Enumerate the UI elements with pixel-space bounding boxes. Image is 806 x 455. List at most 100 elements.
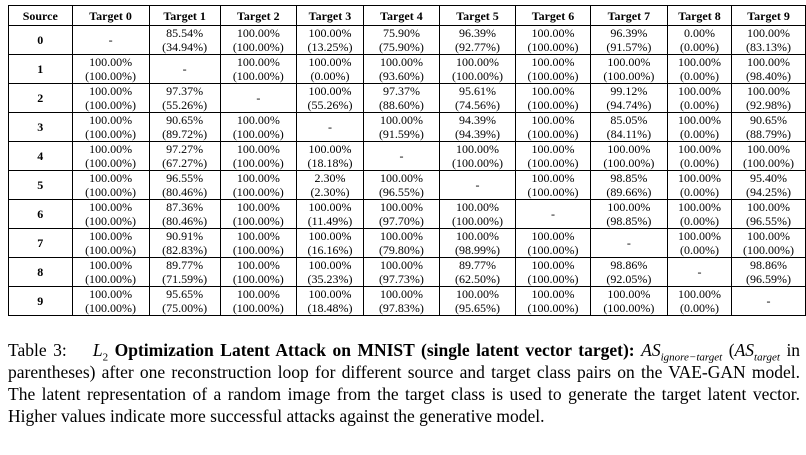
as-ignore-target-value: 100.00% (379, 258, 423, 272)
as-ignore-target-value: 100.00% (456, 287, 500, 301)
as-ignore-target-value: - (399, 149, 404, 163)
as-ignore-target-value: 100.00% (308, 200, 352, 214)
as-ignore-target-value: 100.00% (236, 287, 280, 301)
result-cell: 87.36% (80.46%) (148, 199, 221, 229)
result-cell: 100.00% (100.00%) (71, 228, 150, 258)
table-row: 7 100.00% (100.00%) 90.91% (82.83%) 100.00% (1… (8, 228, 806, 258)
as-target-value: (0.00%) (679, 301, 719, 315)
result-cell: 100.00% (100.00%) (731, 228, 806, 258)
as-target-value: (88.79%) (746, 127, 792, 141)
result-cell: 100.00% (92.98%) (731, 83, 806, 113)
header-target-3: Target 3 (295, 5, 364, 26)
as-target-value: (0.00%) (679, 69, 719, 83)
as-ignore-target-value: 100.00% (456, 142, 500, 156)
as-target-value: (0.00%) (310, 69, 350, 83)
result-cell: 100.00% (0.00%) (666, 286, 733, 316)
result-cell: 90.65% (89.72%) (148, 112, 221, 142)
caption-label: Table 3: (8, 340, 67, 360)
result-cell: 100.00% (98.99%) (438, 228, 517, 258)
as-target-value: (100.00%) (743, 243, 795, 257)
result-cell: 100.00% (100.00%) (731, 141, 806, 171)
as-target-value: (98.99%) (455, 243, 501, 257)
as-ignore-target-value: 96.39% (610, 26, 648, 40)
as-target-value: (100.00%) (527, 185, 579, 199)
result-cell: 100.00% (35.23%) (295, 257, 364, 287)
result-cell: 100.00% (100.00%) (219, 286, 297, 316)
as-ignore-target-value: - (256, 91, 261, 105)
result-cell: 100.00% (100.00%) (589, 286, 668, 316)
as-ignore-target-value: - (327, 120, 332, 134)
result-cell: 98.86% (92.05%) (589, 257, 668, 287)
as-target-value: (96.55%) (378, 185, 424, 199)
as-target-value: (100.00%) (232, 40, 284, 54)
as-target-value: (100.00%) (452, 69, 504, 83)
as-target-value: (100.00%) (85, 214, 137, 228)
as-ignore-target-value: 100.00% (379, 287, 423, 301)
as-target-value: (100.00%) (527, 40, 579, 54)
as-ignore-target-value: 0.00% (683, 26, 715, 40)
as-target-value: (98.40%) (746, 69, 792, 83)
result-cell: 97.37% (55.26%) (148, 83, 221, 113)
as-ignore-target-value: 100.00% (89, 229, 133, 243)
result-cell: 100.00% (95.65%) (438, 286, 517, 316)
as-target-value: (0.00%) (679, 127, 719, 141)
result-cell: 100.00% (100.00%) (219, 25, 297, 55)
as-ignore-target-value: - (766, 294, 771, 308)
result-cell: 100.00% (100.00%) (71, 83, 150, 113)
as-target-value: (100.00%) (85, 69, 137, 83)
result-cell: 100.00% (100.00%) (515, 54, 591, 84)
result-cell: 100.00% (100.00%) (219, 141, 297, 171)
as-target-value: (0.00%) (679, 98, 719, 112)
result-cell: 100.00% (0.00%) (666, 199, 733, 229)
as-target-value: (94.25%) (746, 185, 792, 199)
result-cell: 2.30% (2.30%) (295, 170, 364, 200)
as-target-value: (67.27%) (162, 156, 208, 170)
result-cell: 95.61% (74.56%) (438, 83, 517, 113)
as-target-value: (94.74%) (606, 98, 652, 112)
as-ignore-target-value: 100.00% (379, 171, 423, 185)
as-target-value: (100.00%) (527, 156, 579, 170)
source-cell: 1 (8, 54, 73, 84)
as-ignore-target-value: 94.39% (459, 113, 497, 127)
as-ignore-target-value: 100.00% (747, 229, 791, 243)
as-target-value: (100.00%) (232, 156, 284, 170)
header-target-6: Target 6 (515, 5, 591, 26)
result-cell: 100.00% (100.00%) (515, 83, 591, 113)
as-ignore-target-value: 100.00% (89, 287, 133, 301)
as-ignore-target-value: 98.86% (750, 258, 788, 272)
as-target-value: (35.23%) (307, 272, 353, 286)
table-row: 3 100.00% (100.00%) 90.65% (89.72%) 100.00% (1… (8, 112, 806, 142)
result-cell: 100.00% (100.00%) (438, 141, 517, 171)
as-ignore-target-value: 97.37% (382, 84, 420, 98)
result-cell: 100.00% (11.49%) (295, 199, 364, 229)
result-cell: 100.00% (100.00%) (515, 112, 591, 142)
as-ignore-target-value: 100.00% (379, 55, 423, 69)
result-cell: 100.00% (96.55%) (731, 199, 806, 229)
as-target-value: (100.00%) (527, 98, 579, 112)
result-cell: 75.90% (75.90%) (362, 25, 440, 55)
result-cell: - (515, 199, 591, 229)
header-source: Source (8, 5, 73, 26)
as-ignore-target-value: 100.00% (379, 200, 423, 214)
as-target-value: (100.00%) (527, 127, 579, 141)
result-cell: 85.05% (84.11%) (589, 112, 668, 142)
as-target-value: (100.00%) (527, 243, 579, 257)
result-cell: 100.00% (83.13%) (731, 25, 806, 55)
as-target-value: (0.00%) (679, 156, 719, 170)
as-ignore-target-value: 100.00% (531, 55, 575, 69)
as-target-value: (18.48%) (307, 301, 353, 315)
as-ignore-target-value: 89.77% (459, 258, 497, 272)
source-cell: 6 (8, 199, 73, 229)
as-target-value: (96.55%) (746, 214, 792, 228)
source-cell: 0 (8, 25, 73, 55)
as-target-value: (92.77%) (455, 40, 501, 54)
as-target-value: (16.16%) (307, 243, 353, 257)
result-cell: 97.37% (88.60%) (362, 83, 440, 113)
as-ignore-target-value: 100.00% (677, 84, 721, 98)
as-target-value: (0.00%) (679, 40, 719, 54)
source-cell: 9 (8, 286, 73, 316)
caption-l2-symbol: L2 (92, 340, 109, 364)
result-cell: 90.65% (88.79%) (731, 112, 806, 142)
caption-title: Optimization Latent Attack on MNIST (sin… (114, 340, 635, 360)
result-cell: 100.00% (100.00%) (589, 141, 668, 171)
